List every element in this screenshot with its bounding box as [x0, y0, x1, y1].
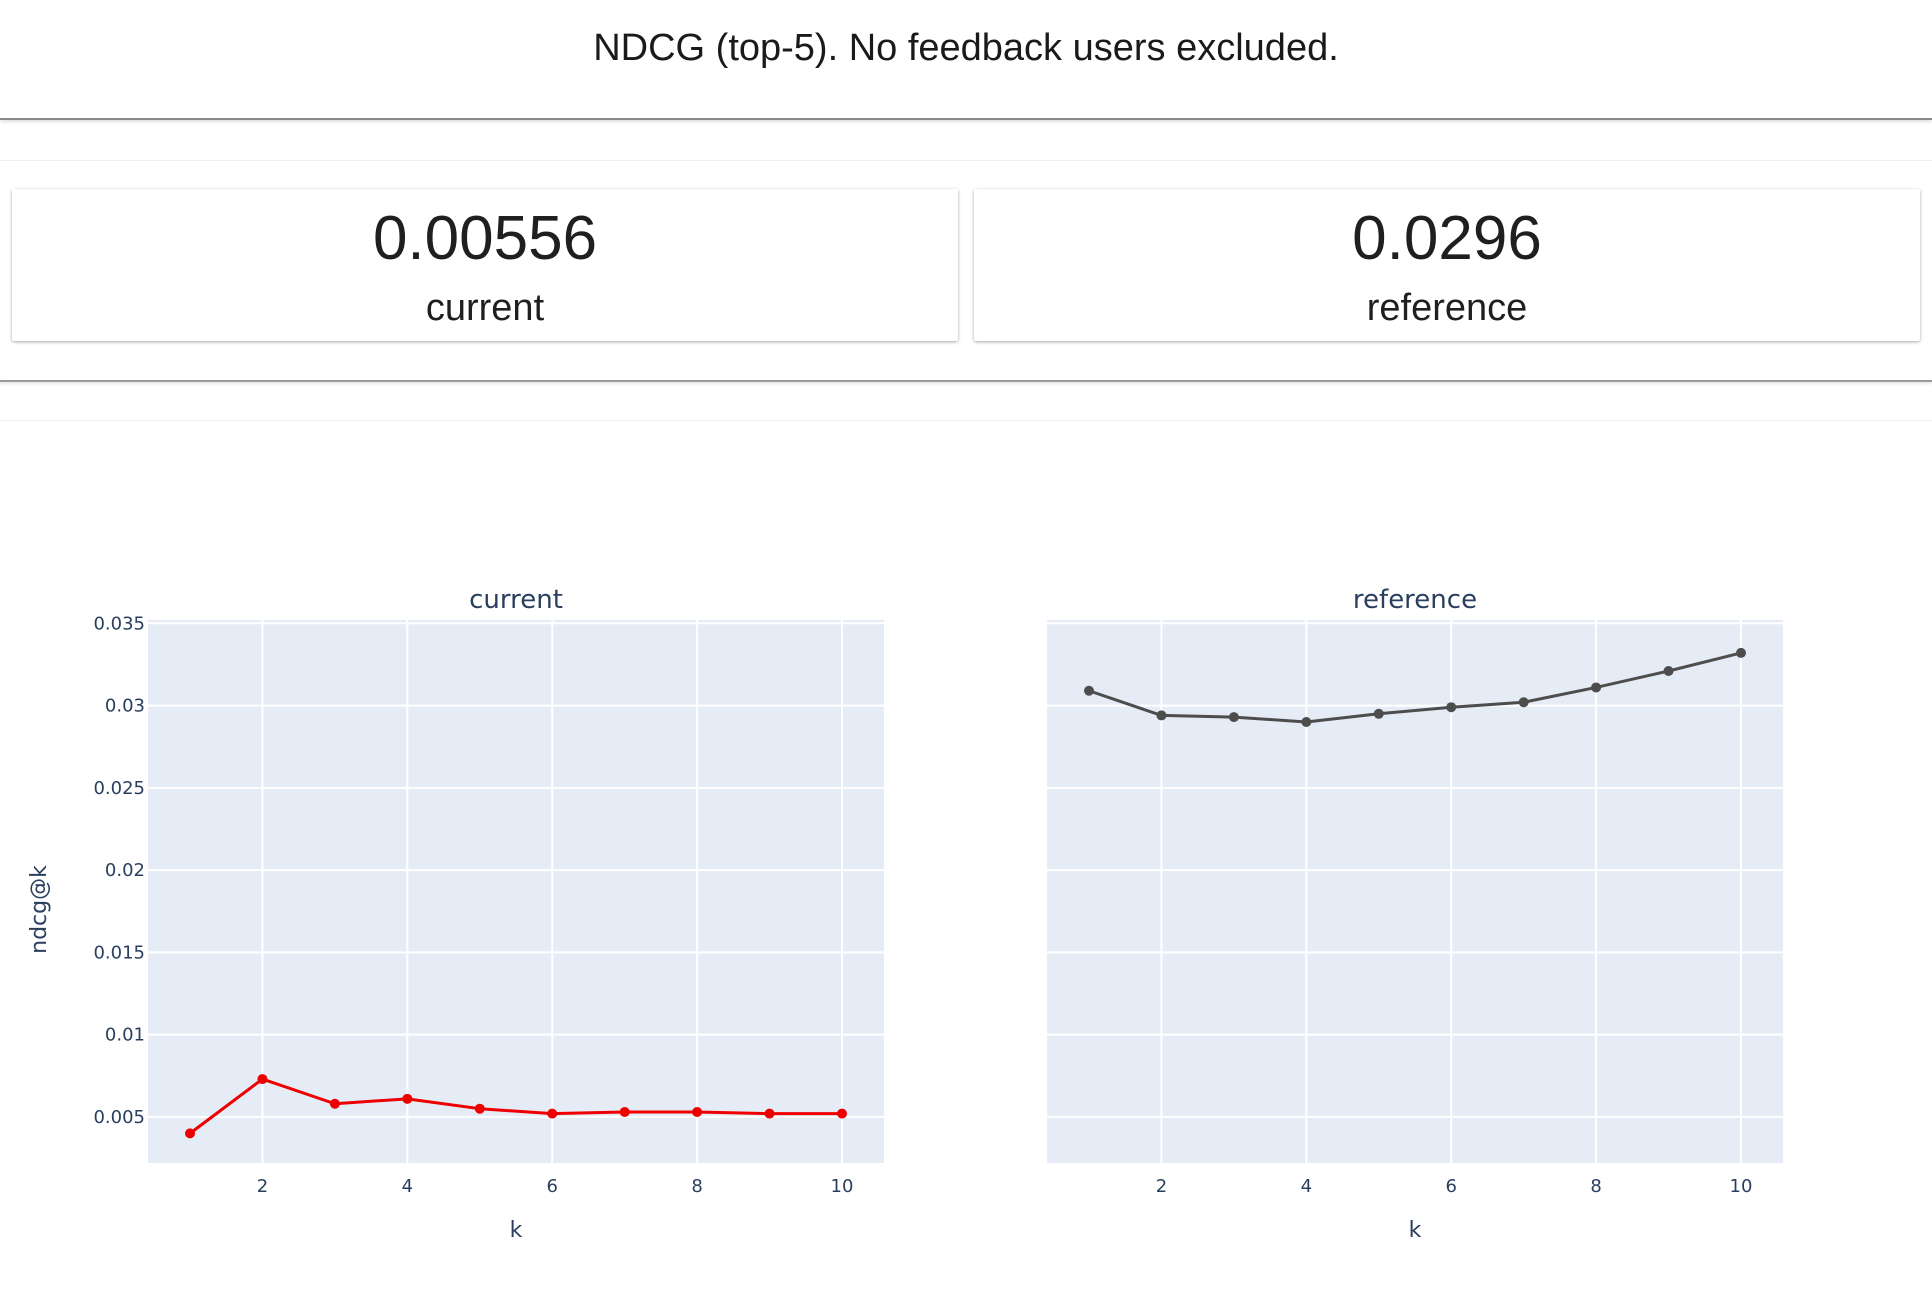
data-point — [764, 1108, 775, 1119]
y-tick-label: 0.035 — [93, 613, 145, 634]
plot-area — [1047, 620, 1783, 1163]
data-point — [1735, 647, 1746, 658]
data-point — [185, 1128, 196, 1139]
counter-value-current: 0.00556 — [372, 204, 598, 273]
data-point — [1301, 717, 1312, 728]
counter-label-reference: reference — [1366, 287, 1528, 329]
counter-card-current: 0.00556 current — [12, 189, 958, 341]
x-tick-label: 4 — [402, 1176, 413, 1197]
y-tick-label: 0.005 — [93, 1107, 145, 1128]
subplot-0: 0.005 0.01 0.015 0.02 0.025 0.03 0.035 2 4 6 8 10 cu… — [27, 585, 884, 1243]
counter-value-reference: 0.0296 — [1352, 204, 1542, 273]
data-point — [1156, 710, 1167, 721]
data-point — [1084, 685, 1095, 696]
x-tick-label: 10 — [1730, 1176, 1753, 1197]
x-tick-label: 8 — [1590, 1176, 1601, 1197]
y-tick-label: 0.015 — [93, 942, 145, 963]
data-point — [1446, 702, 1457, 713]
data-point — [1591, 682, 1602, 693]
plot-area — [148, 620, 884, 1163]
y-axis-title: ndcg@k — [27, 865, 52, 954]
data-point — [329, 1098, 340, 1109]
data-point — [1373, 708, 1384, 719]
data-point — [692, 1106, 703, 1117]
x-tick-label: 10 — [831, 1176, 854, 1197]
data-point — [257, 1074, 268, 1085]
counter-label-current: current — [425, 287, 545, 329]
data-point — [1228, 712, 1239, 723]
x-tick-label: 2 — [257, 1176, 268, 1197]
x-axis-title: k — [510, 1218, 523, 1243]
counter-section: 0.00556 current 0.0296 reference — [0, 160, 1932, 382]
x-tick-label: 2 — [1156, 1176, 1167, 1197]
y-tick-label: 0.02 — [105, 860, 145, 881]
series-line — [189, 1077, 842, 1135]
series-line — [1088, 651, 1742, 724]
data-point — [547, 1108, 558, 1119]
data-point — [1663, 666, 1674, 677]
subplot-title: reference — [1353, 585, 1477, 615]
x-tick-label: 6 — [1445, 1176, 1456, 1197]
x-tick-label: 8 — [691, 1176, 702, 1197]
data-point — [474, 1103, 485, 1114]
y-tick-label: 0.01 — [105, 1025, 145, 1046]
counter-card-reference: 0.0296 reference — [974, 189, 1920, 341]
data-point — [402, 1093, 413, 1104]
x-tick-label: 4 — [1301, 1176, 1312, 1197]
x-tick-label: 6 — [546, 1176, 557, 1197]
title-bar: NDCG (top-5). No feedback users excluded… — [0, 0, 1932, 120]
subplot-title: current — [469, 585, 563, 615]
data-point — [1518, 697, 1529, 708]
x-axis-title: k — [1409, 1218, 1422, 1243]
data-point — [619, 1106, 630, 1117]
data-point — [836, 1108, 847, 1119]
y-tick-label: 0.025 — [93, 778, 145, 799]
subplot-1: 2 4 6 8 10 reference k — [1047, 585, 1783, 1243]
page-title: NDCG (top-5). No feedback users excluded… — [593, 26, 1339, 69]
y-tick-label: 0.03 — [105, 696, 145, 717]
section-divider — [0, 420, 1932, 421]
